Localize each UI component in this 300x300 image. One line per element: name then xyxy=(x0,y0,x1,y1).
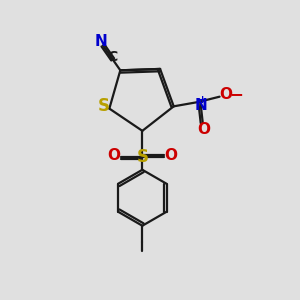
Text: +: + xyxy=(198,94,207,105)
Text: N: N xyxy=(95,34,108,50)
Text: −: − xyxy=(229,85,243,103)
Text: S: S xyxy=(98,97,110,115)
Text: O: O xyxy=(164,148,177,164)
Text: C: C xyxy=(108,50,118,64)
Text: O: O xyxy=(220,87,232,102)
Text: N: N xyxy=(194,98,207,113)
Text: O: O xyxy=(107,148,120,164)
Text: O: O xyxy=(197,122,210,136)
Text: S: S xyxy=(136,148,148,166)
